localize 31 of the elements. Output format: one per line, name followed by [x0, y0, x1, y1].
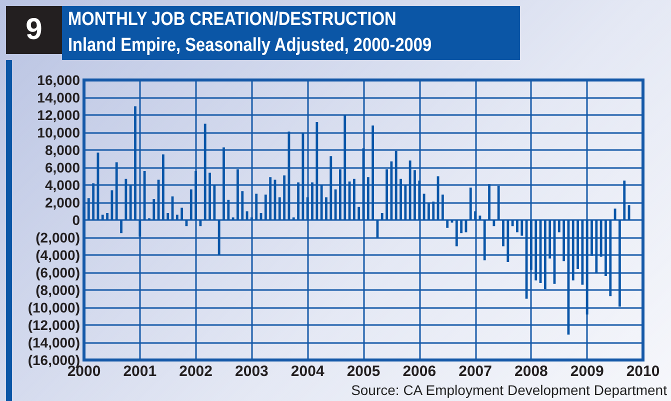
x-tick-label: 2008	[514, 363, 548, 380]
y-tick-label: (4,000)	[36, 247, 80, 263]
x-tick-label: 2009	[570, 363, 604, 380]
source-note: Source: CA Employment Development Department	[351, 382, 667, 398]
text: 9	[6, 6, 62, 54]
y-tick-label: 16,000	[37, 72, 80, 88]
x-tick-label: 2002	[179, 363, 212, 380]
y-tick-label: 10,000	[37, 124, 80, 140]
x-tick-label: 2004	[290, 363, 325, 380]
x-tick-label: 2007	[458, 363, 492, 380]
y-tick-label: (14,000)	[28, 334, 80, 350]
y-tick-label: 2,000	[44, 194, 80, 210]
y-tick-label: (6,000)	[36, 264, 80, 280]
x-tick-label: 2003	[235, 363, 268, 380]
y-tick-label: (12,000)	[28, 317, 80, 333]
y-tick-label: (10,000)	[28, 300, 80, 316]
y-tick-label: 14,000	[37, 90, 80, 106]
x-tick-label: 2005	[346, 363, 380, 380]
y-tick-label: 6,000	[44, 160, 80, 176]
y-tick-label: (2,000)	[36, 230, 80, 246]
y-tick-label: 12,000	[37, 107, 80, 123]
x-tick-label: 2001	[123, 363, 157, 380]
y-tick-label: (16,000)	[28, 352, 80, 368]
y-tick-label: 8,000	[44, 142, 80, 158]
y-tick-label: 0	[72, 212, 80, 228]
chart-title: MONTHLY JOB CREATION/DESTRUCTION	[68, 9, 396, 31]
x-tick-label: 2010	[626, 363, 660, 380]
chart-subtitle: Inland Empire, Seasonally Adjusted, 2000-2009	[68, 35, 432, 57]
y-tick-label: 4,000	[44, 177, 80, 193]
y-tick-label: (8,000)	[36, 282, 80, 298]
x-tick-label: 2006	[402, 363, 436, 380]
